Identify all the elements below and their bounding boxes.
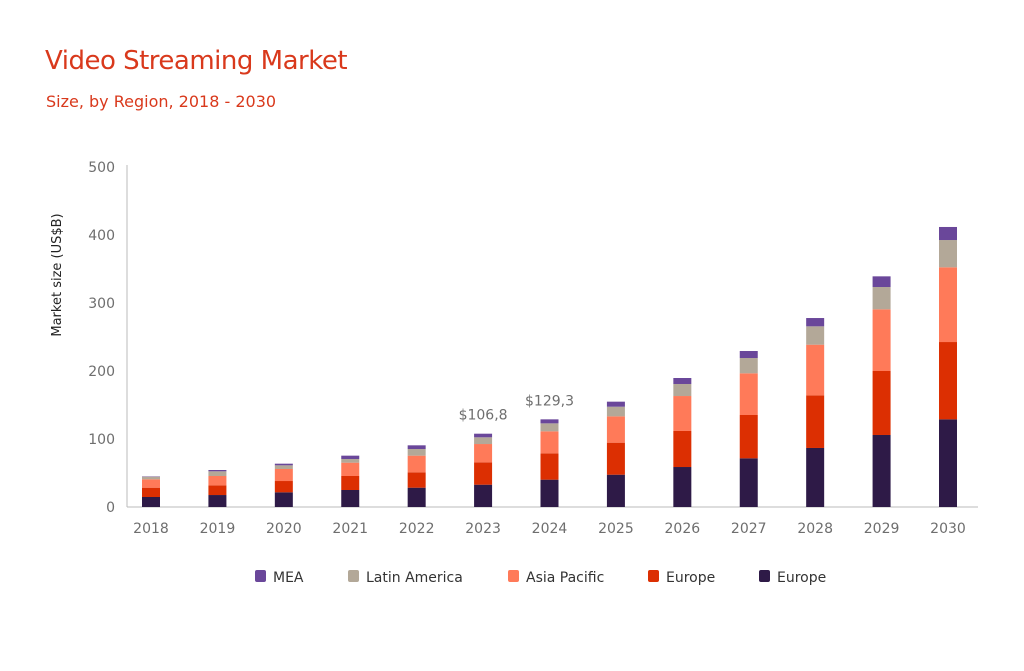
bar-segment-2030-latin-america-3: [939, 240, 957, 268]
bar-segment-2025-mea-4: [606, 401, 625, 407]
bar-segment-2029-asia-pacific-2: [872, 309, 891, 371]
bar-segment-2027-mea-4: [739, 351, 758, 359]
bar-segment-2024-europe-1: [540, 453, 559, 480]
bar-segment-2018-asia-pacific-2: [142, 479, 160, 488]
bar-segment-2020-asia-pacific-2: [274, 468, 293, 482]
bar-segment-2023-mea-4: [474, 433, 493, 438]
x-tick-label: 2026: [665, 521, 701, 537]
bar-segment-2028-latin-america-3: [806, 326, 825, 345]
bar-segment-2020-europe-1: [274, 481, 293, 493]
x-tick-label: 2023: [465, 521, 501, 537]
bar-segment-2026-europe-0: [673, 467, 692, 507]
bar-segment-2025-asia-pacific-2: [606, 416, 625, 443]
bar-segment-2022-europe-0: [407, 487, 426, 507]
x-tick-label: 2028: [797, 521, 833, 537]
bar-segment-2028-europe-0: [806, 447, 825, 507]
bar-segment-2021-mea-4: [341, 455, 360, 459]
total-annotation: $106,8: [459, 408, 508, 424]
legend-swatch: [759, 570, 770, 582]
bar-segment-2023-latin-america-3: [474, 437, 493, 445]
x-tick-label: 2025: [598, 521, 634, 537]
bar-segment-2023-europe-1: [474, 462, 493, 485]
bar-segment-2019-asia-pacific-2: [208, 475, 227, 486]
y-tick-label: 400: [88, 228, 115, 244]
bar-segment-2023-asia-pacific-2: [474, 444, 493, 463]
bar-segment-2022-latin-america-3: [407, 448, 426, 456]
x-tick-label: 2022: [399, 521, 435, 537]
legend-swatch: [255, 570, 266, 582]
y-axis-label: Market size (US$B): [50, 213, 65, 336]
bar-segment-2026-europe-1: [673, 430, 692, 468]
bar-segment-2024-asia-pacific-2: [540, 431, 559, 454]
legend-swatch: [348, 570, 359, 582]
bar-segment-2028-europe-1: [806, 395, 825, 448]
bar-segment-2024-europe-0: [540, 479, 559, 507]
x-tick-label: 2029: [864, 521, 900, 537]
bar-segment-2019-europe-1: [208, 485, 227, 496]
bar-segment-2027-europe-0: [739, 458, 758, 507]
legend-label: Europe: [777, 570, 826, 586]
bar-segment-2018-europe-0: [142, 497, 160, 507]
bar-segment-2021-latin-america-3: [341, 458, 360, 463]
bar-segment-2025-latin-america-3: [606, 406, 625, 417]
chart-title: Video Streaming Market: [45, 46, 348, 76]
bar-segment-2027-asia-pacific-2: [739, 373, 758, 415]
x-tick-label: 2021: [332, 521, 368, 537]
bar-segment-2026-mea-4: [673, 378, 692, 384]
bar-segment-2020-europe-0: [274, 492, 293, 507]
legend-label: Latin America: [366, 570, 463, 586]
chart-subtitle: Size, by Region, 2018 - 2030: [46, 92, 277, 111]
legend-swatch: [648, 570, 659, 582]
bar-segment-2029-europe-0: [872, 434, 891, 507]
bar-segment-2030-asia-pacific-2: [939, 267, 957, 343]
bar-segment-2024-latin-america-3: [540, 423, 559, 432]
bar-segment-2030-mea-4: [939, 226, 957, 241]
bar-segment-2025-europe-0: [606, 474, 625, 507]
bar-segment-2018-europe-1: [142, 487, 160, 498]
bar-segment-2030-europe-1: [939, 342, 957, 420]
x-tick-label: 2018: [133, 521, 169, 537]
y-tick-label: 0: [106, 500, 115, 516]
x-tick-label: 2024: [532, 521, 568, 537]
bar-segment-2027-europe-1: [739, 414, 758, 459]
y-tick-label: 100: [88, 432, 115, 448]
bar-segment-2022-mea-4: [407, 445, 426, 449]
legend-label: Europe: [666, 570, 715, 586]
x-tick-label: 2027: [731, 521, 767, 537]
legend-label: MEA: [273, 570, 304, 586]
bar-segment-2028-asia-pacific-2: [806, 344, 825, 396]
bar-segment-2019-latin-america-3: [208, 471, 227, 476]
x-tick-label: 2020: [266, 521, 302, 537]
bar-segment-2028-mea-4: [806, 318, 825, 327]
bar-segment-2022-asia-pacific-2: [407, 455, 426, 473]
bar-segment-2019-europe-0: [208, 495, 227, 507]
bar-segment-2021-europe-1: [341, 475, 360, 490]
y-tick-label: 300: [88, 296, 115, 312]
bar-segment-2021-europe-0: [341, 490, 360, 507]
bar-segment-2019-mea-4: [208, 470, 227, 472]
bar-segment-2029-latin-america-3: [872, 287, 891, 310]
y-tick-label: 200: [88, 364, 115, 380]
total-annotation: $129,3: [525, 393, 574, 409]
legend-swatch: [508, 570, 519, 582]
bar-segment-2029-europe-1: [872, 371, 891, 435]
bar-segment-2024-mea-4: [540, 419, 559, 424]
bar-segment-2026-latin-america-3: [673, 383, 692, 397]
bar-segment-2018-latin-america-3: [142, 476, 160, 480]
bar-segment-2027-latin-america-3: [739, 358, 758, 374]
x-tick-label: 2030: [930, 521, 966, 537]
bar-segment-2025-europe-1: [606, 442, 625, 475]
bar-segment-2030-europe-0: [939, 419, 957, 507]
bar-segment-2022-europe-1: [407, 472, 426, 488]
bar-segment-2021-asia-pacific-2: [341, 462, 360, 476]
bar-segment-2020-latin-america-3: [274, 465, 293, 469]
bar-segment-2020-mea-4: [274, 463, 293, 466]
x-tick-label: 2019: [200, 521, 236, 537]
y-tick-label: 500: [88, 160, 115, 176]
bar-segment-2029-mea-4: [872, 276, 891, 288]
bar-segment-2023-europe-0: [474, 484, 493, 507]
bar-segment-2026-asia-pacific-2: [673, 396, 692, 431]
legend-label: Asia Pacific: [526, 570, 604, 586]
